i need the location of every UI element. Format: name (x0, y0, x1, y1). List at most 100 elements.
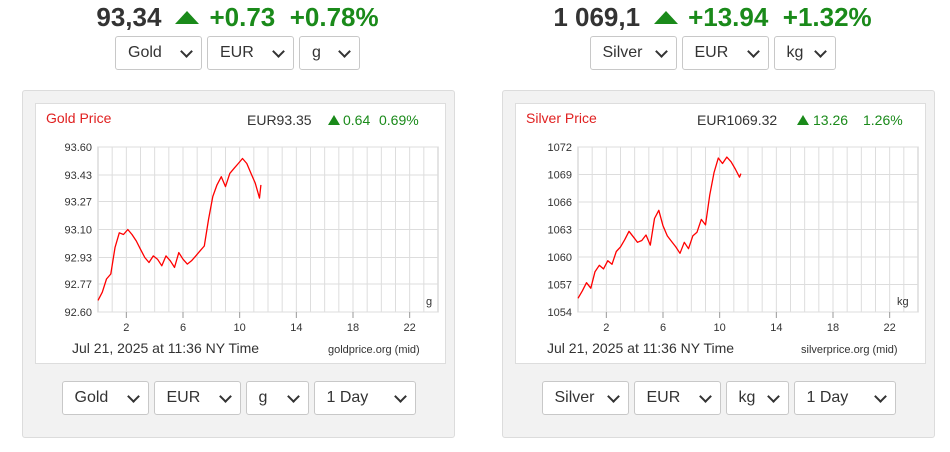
currency-select-value: EUR (694, 44, 729, 61)
metal-select-value: Silver (602, 44, 643, 61)
chevron-down-icon (873, 389, 887, 403)
currency-select-value: EUR (220, 44, 254, 61)
metal-select-value: Gold (74, 389, 109, 406)
chart-timestamp: Jul 21, 2025 at 11:36 NY Time (547, 340, 734, 356)
unit-label: g (426, 296, 432, 308)
silver-top-selects: Silver EUR kg (475, 36, 950, 70)
x-tick-label: 10 (714, 322, 726, 334)
chart-change: 13.26 (813, 112, 848, 128)
gold-chart: Gold Price EUR93.35 0.64 0.69% 92.60 92.7… (35, 103, 446, 364)
x-tick-label: 22 (884, 322, 896, 334)
chevron-down-icon (698, 389, 712, 403)
metal-select-value: Silver (554, 389, 595, 406)
chart-source: silverprice.org (mid) (801, 344, 898, 356)
gold-top-selects: Gold EUR g (0, 36, 475, 70)
currency-select[interactable]: EUR (681, 36, 769, 70)
silver-headline-change-pct: +1.32% (782, 2, 872, 32)
currency-select[interactable]: EUR (633, 381, 721, 415)
chevron-down-icon (286, 389, 300, 403)
gold-headline: 93,34 +0.73 +0.78% (0, 2, 475, 33)
chart-source: goldprice.org (mid) (328, 344, 420, 356)
chevron-down-icon (180, 44, 193, 58)
metal-select[interactable]: Silver (589, 36, 677, 70)
metal-select[interactable]: Gold (61, 381, 149, 415)
unit-select[interactable]: g (245, 381, 309, 415)
silver-panel: 1 069,1 +13.94 +1.32% Silver EUR kg Silve… (475, 0, 950, 452)
chart-price: EUR1069.32 (697, 112, 777, 128)
x-tick-label: 22 (404, 322, 416, 334)
unit-select[interactable]: kg (773, 36, 836, 70)
gold-chart-svg: Gold Price EUR93.35 0.64 0.69% 92.60 92.7… (46, 110, 439, 356)
gold-headline-price: 93,34 (96, 2, 162, 32)
unit-select-value: g (258, 389, 268, 406)
x-tick-label: 6 (660, 322, 666, 334)
y-tick-label: 1060 (548, 252, 572, 264)
chart-price: EUR93.35 (247, 112, 312, 128)
y-axis: 92.60 92.77 92.93 93.10 93.27 93.43 93.60 (64, 142, 92, 319)
period-select-value: 1 Day (326, 389, 369, 406)
y-tick-label: 1072 (548, 142, 572, 154)
chart-change-pct: 1.26% (863, 112, 903, 128)
currency-select-value: EUR (166, 389, 201, 406)
chart-change-pct: 0.69% (379, 112, 419, 128)
grid (577, 146, 919, 313)
metal-select-value: Gold (128, 44, 162, 61)
silver-chart-card: Silver Price EUR1069.32 13.26 1.26% 1054… (502, 90, 935, 438)
gold-chart-card: Gold Price EUR93.35 0.64 0.69% 92.60 92.7… (22, 90, 455, 438)
y-tick-label: 1063 (548, 225, 572, 237)
x-tick-label: 10 (234, 322, 246, 334)
chevron-down-icon (746, 44, 760, 58)
y-tick-label: 93.10 (64, 225, 92, 237)
chevron-down-icon (218, 389, 232, 403)
gold-headline-change: +0.73 (209, 2, 276, 32)
price-series-line (97, 157, 262, 301)
gold-bottom-selects: Gold EUR g 1 Day (23, 381, 454, 415)
silver-headline: 1 069,1 +13.94 +1.32% (475, 2, 950, 33)
y-tick-label: 1054 (548, 307, 572, 319)
currency-select[interactable]: EUR (207, 36, 294, 70)
chevron-down-icon (338, 44, 351, 58)
y-tick-label: 1066 (548, 197, 572, 209)
period-select[interactable]: 1 Day (313, 381, 416, 415)
x-tick-label: 18 (827, 322, 839, 334)
x-axis: 2 6 10 14 18 22 (603, 312, 896, 334)
grid (97, 146, 439, 313)
silver-chart: Silver Price EUR1069.32 13.26 1.26% 1054… (515, 103, 926, 364)
unit-select-value: g (312, 44, 321, 61)
unit-select-value: kg (738, 389, 756, 406)
y-tick-label: 93.43 (64, 170, 92, 182)
metal-select[interactable]: Silver (541, 381, 629, 415)
chevron-down-icon (393, 389, 407, 403)
unit-select-value: kg (786, 44, 804, 61)
currency-select-value: EUR (646, 389, 681, 406)
chevron-down-icon (606, 389, 620, 403)
price-series-line (577, 156, 742, 299)
period-select[interactable]: 1 Day (793, 381, 896, 415)
x-tick-label: 2 (123, 322, 129, 334)
chevron-down-icon (813, 44, 827, 58)
y-tick-label: 92.60 (64, 307, 92, 319)
metal-select[interactable]: Gold (115, 36, 202, 70)
gold-headline-change-pct: +0.78% (289, 2, 379, 32)
y-tick-label: 93.27 (64, 196, 92, 208)
up-arrow-icon (797, 115, 809, 125)
y-tick-label: 1069 (548, 170, 572, 182)
period-select-value: 1 Day (806, 389, 849, 406)
x-tick-label: 14 (770, 322, 782, 334)
y-tick-label: 93.60 (64, 142, 92, 154)
chevron-down-icon (272, 44, 285, 58)
chart-change: 0.64 (343, 112, 370, 128)
silver-headline-price: 1 069,1 (553, 2, 641, 32)
up-arrow-icon (175, 10, 200, 24)
silver-chart-svg: Silver Price EUR1069.32 13.26 1.26% 1054… (526, 110, 919, 356)
x-tick-label: 14 (290, 322, 302, 334)
y-tick-label: 1057 (548, 280, 572, 292)
x-tick-label: 18 (347, 322, 359, 334)
unit-select[interactable]: g (299, 36, 360, 70)
chart-title: Silver Price (526, 110, 597, 126)
unit-select[interactable]: kg (725, 381, 789, 415)
chart-timestamp: Jul 21, 2025 at 11:36 NY Time (72, 340, 259, 356)
chart-title: Gold Price (46, 110, 112, 126)
currency-select[interactable]: EUR (153, 381, 241, 415)
chevron-down-icon (766, 389, 780, 403)
